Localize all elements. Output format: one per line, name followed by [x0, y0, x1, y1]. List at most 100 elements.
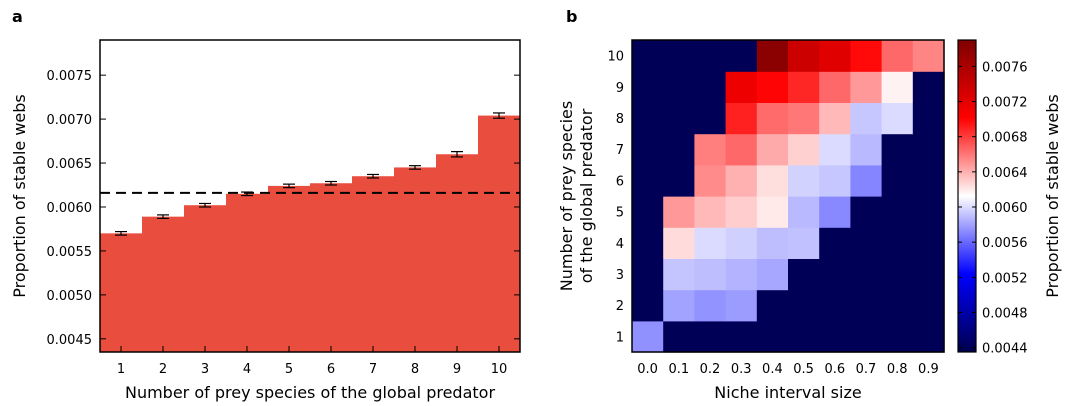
colorbar-ticks: 0.0044 0.0048 0.0052 0.0056 0.0060 0.0064 0.00… [958, 60, 1028, 357]
heatmap-cell [881, 71, 914, 103]
heatmap-cell [881, 196, 914, 228]
heatmap-cell [912, 289, 945, 322]
x-tick-label: 0.4 [762, 362, 783, 377]
heatmap-cell [725, 289, 758, 322]
panel-a-y-ticks: 0.0045 0.0050 0.0055 0.0060 0.0065 0.0070 0.00… [47, 69, 520, 348]
heatmap-cell [819, 164, 851, 197]
heatmap-cell [912, 320, 945, 353]
x-tick-label: 0.6 [824, 362, 845, 377]
heatmap-cell [756, 320, 789, 353]
panel-a-bars [100, 115, 521, 352]
heatmap-cell [663, 196, 695, 228]
heatmap-cell [850, 164, 883, 197]
x-tick-label: 10 [491, 362, 508, 377]
heatmap-cell [850, 258, 883, 291]
y-tick-label: 0.0050 [47, 289, 93, 304]
heatmap-cell [694, 320, 727, 353]
heatmap-cell [632, 320, 664, 353]
x-tick-label: 3 [201, 362, 209, 377]
heatmap-cell [694, 40, 727, 72]
y-tick-label: 10 [607, 50, 624, 65]
x-tick-label: 9 [453, 362, 461, 377]
heatmap-cell [912, 71, 945, 103]
heatmap-cell [788, 320, 820, 353]
heatmap-cell [756, 258, 789, 291]
heatmap-cell [663, 133, 695, 166]
panel-a-frame [99, 39, 521, 353]
heatmap-cell [694, 133, 727, 166]
heatmap-cell [632, 102, 664, 135]
panel-b-x-ticks: 0.0 0.1 0.2 0.3 0.4 0.5 0.6 0.7 0.8 0.9 [637, 362, 938, 377]
heatmap-cell [632, 164, 664, 197]
panel-b-y-ticks: 1 2 3 4 5 6 7 8 9 10 [607, 50, 624, 346]
heatmap-cell [756, 196, 789, 228]
heatmap-cell [632, 71, 664, 103]
heatmap-cell [881, 164, 914, 197]
heatmap-cell [725, 71, 758, 103]
colorbar-tick-label: 0.0076 [982, 60, 1028, 75]
x-tick-label: 4 [243, 362, 251, 377]
heatmap-cell [725, 40, 758, 72]
heatmap-cell [756, 102, 789, 135]
heatmap-cell [912, 196, 945, 228]
heatmap-cell [912, 227, 945, 259]
heatmap-cell [850, 320, 883, 353]
heatmap-cell [788, 40, 820, 72]
panel-b-label: b [566, 7, 577, 26]
colorbar-tick-label: 0.0068 [982, 131, 1028, 146]
colorbar-tick-label: 0.0052 [982, 271, 1028, 286]
heatmap-cell [881, 40, 914, 72]
heatmap-cell [663, 258, 695, 291]
heatmap-cell [725, 196, 758, 228]
x-tick-label: 0.3 [731, 362, 752, 377]
x-tick-label: 0.1 [668, 362, 689, 377]
heatmap-cell [819, 133, 851, 166]
heatmap-cell [912, 102, 945, 135]
x-tick-label: 0.7 [856, 362, 877, 377]
heatmap-cell [694, 227, 727, 259]
heatmap-cell [694, 196, 727, 228]
error-bar-5 [283, 183, 295, 189]
heatmap-cell [663, 40, 695, 72]
heatmap-cell [694, 289, 727, 322]
x-tick-label: 8 [411, 362, 419, 377]
heatmap-cell [788, 71, 820, 103]
heatmap-cell [663, 320, 695, 353]
heatmap-cell [756, 164, 789, 197]
heatmap-cell [850, 227, 883, 259]
x-tick-label: 5 [285, 362, 293, 377]
heatmap-cell [725, 133, 758, 166]
heatmap-cell [756, 40, 789, 72]
y-tick-label: 0.0070 [47, 113, 93, 128]
heatmap-cell [632, 227, 664, 259]
error-bar-3 [199, 202, 211, 208]
colorbar-tick-label: 0.0056 [982, 236, 1028, 251]
heatmap-cell [819, 227, 851, 259]
bar-7 [352, 176, 395, 352]
error-bar-10 [493, 112, 505, 119]
heatmap-cell [632, 133, 664, 166]
x-tick-label: 2 [159, 362, 167, 377]
colorbar-tick-label: 0.0060 [982, 201, 1028, 216]
heatmap-cell [663, 289, 695, 322]
bar-4 [226, 193, 269, 352]
heatmap-cell [881, 133, 914, 166]
heatmap-cell [663, 164, 695, 197]
error-bar-8 [409, 165, 421, 170]
heatmap-cell [694, 164, 727, 197]
heatmap-cell [819, 40, 851, 72]
heatmap-cell [881, 102, 914, 135]
heatmap-cell [663, 71, 695, 103]
error-bar-7 [367, 173, 379, 179]
heatmap-cell [881, 227, 914, 259]
bar-2 [142, 216, 185, 352]
y-tick-label: 8 [616, 112, 624, 127]
x-tick-label: 0.2 [700, 362, 721, 377]
y-tick-label: 4 [616, 237, 624, 252]
x-tick-label: 1 [117, 362, 125, 377]
heatmap-cell [632, 258, 664, 291]
colorbar-tick-label: 0.0064 [982, 166, 1028, 181]
heatmap-cell [912, 133, 945, 166]
heatmap-cell [632, 40, 664, 72]
